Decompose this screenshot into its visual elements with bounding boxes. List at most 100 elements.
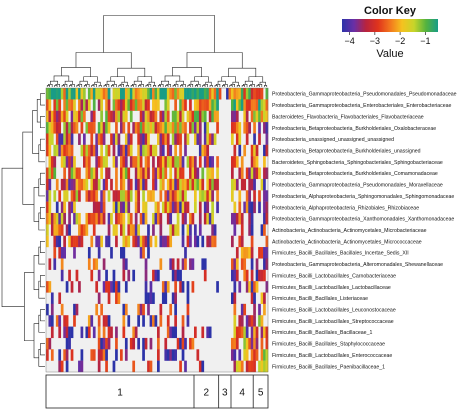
heatmap-cell: [211, 88, 214, 100]
heatmap-cell: [159, 144, 163, 157]
row-label: Proteobacteria_Gammaproteobacteria_Pseud…: [272, 92, 457, 98]
heatmap-cell: [73, 235, 76, 248]
heatmap-cell: [60, 178, 64, 191]
heatmap-cell: [233, 337, 237, 350]
heatmap-cell: [250, 258, 254, 270]
cluster-label: 3: [222, 388, 228, 399]
heatmap-cell: [248, 360, 251, 373]
heatmap-cell: [124, 337, 128, 350]
heatmap-cell: [129, 133, 133, 145]
heatmap-cell: [117, 110, 121, 123]
heatmap-cell: [179, 133, 182, 145]
heatmap-cell: [134, 178, 138, 191]
heatmap-cell: [191, 156, 195, 168]
heatmap-cell: [263, 258, 266, 270]
heatmap-cell: [73, 190, 76, 202]
heatmap-cell: [60, 360, 64, 373]
heatmap-cell: [196, 178, 200, 191]
heatmap-cell: [60, 258, 64, 270]
heatmap-cell: [216, 122, 219, 134]
heatmap-cell: [171, 349, 175, 361]
heatmap-cell: [169, 190, 173, 202]
heatmap-cell: [213, 110, 217, 123]
heatmap-cell: [198, 99, 202, 111]
heatmap-cell: [55, 99, 59, 111]
heatmap-cell: [144, 99, 148, 111]
heatmap-cell: [102, 212, 106, 225]
heatmap-cell: [142, 303, 145, 316]
heatmap-cell: [152, 122, 155, 134]
heatmap-cell: [184, 144, 187, 157]
heatmap-cell: [265, 281, 269, 293]
heatmap-cell: [235, 156, 239, 168]
heatmap-cell: [144, 281, 148, 293]
heatmap-cell: [92, 326, 96, 339]
heatmap-cell: [176, 190, 180, 202]
heatmap-cell: [169, 258, 173, 270]
heatmap-cell: [92, 201, 96, 214]
heatmap-cell: [100, 156, 103, 168]
heatmap-cell: [50, 349, 54, 361]
heatmap-cell: [127, 224, 131, 236]
heatmap-cell: [171, 224, 175, 236]
heatmap-cell: [263, 303, 266, 316]
heatmap-cell: [211, 133, 214, 145]
heatmap-cell: [70, 156, 74, 168]
heatmap-cell: [189, 224, 192, 236]
heatmap-cell: [80, 144, 84, 157]
heatmap-cell: [144, 258, 148, 270]
heatmap-cell: [68, 269, 71, 282]
heatmap-cell: [166, 235, 170, 248]
color-key-xlabel: Value: [376, 48, 403, 60]
heatmap-cell: [124, 99, 128, 111]
row-dendrogram: [1, 93, 45, 367]
heatmap-cell: [95, 258, 99, 270]
heatmap-cell: [208, 110, 212, 123]
heatmap-cell: [248, 190, 251, 202]
heatmap-cell: [159, 190, 163, 202]
heatmap-cell: [176, 178, 180, 191]
heatmap-cell: [92, 122, 96, 134]
heatmap-cell: [240, 88, 244, 100]
heatmap-cell: [184, 190, 187, 202]
heatmap-cell: [63, 167, 66, 180]
heatmap-cell: [65, 315, 69, 327]
heatmap-cell: [240, 247, 244, 259]
heatmap-cell: [179, 110, 182, 123]
heatmap-cell: [95, 167, 99, 180]
heatmap-cell: [122, 88, 126, 100]
heatmap-cell: [107, 88, 111, 100]
heatmap-cell: [144, 201, 148, 214]
heatmap-cell: [216, 178, 219, 191]
heatmap-cell: [196, 133, 200, 145]
heatmap-cell: [107, 224, 111, 236]
heatmap-cell: [248, 281, 251, 293]
heatmap-cell: [258, 99, 261, 111]
heatmap-cell: [110, 212, 113, 225]
heatmap-cell: [144, 235, 148, 248]
heatmap-cell: [233, 99, 237, 111]
heatmap-cell: [176, 258, 180, 270]
heatmap-cell: [63, 190, 66, 202]
heatmap-cell: [132, 269, 136, 282]
heatmap-cell: [154, 144, 158, 157]
heatmap-cell: [152, 269, 155, 282]
heatmap-cell: [255, 269, 259, 282]
heatmap-cell: [80, 235, 84, 248]
heatmap-cell: [169, 178, 173, 191]
heatmap-cell: [73, 99, 76, 111]
heatmap-cell: [73, 315, 76, 327]
heatmap-cell: [152, 156, 155, 168]
heatmap-cell: [157, 167, 160, 180]
heatmap-cell: [240, 99, 244, 111]
heatmap-cell: [233, 201, 237, 214]
heatmap-cell: [149, 110, 153, 123]
heatmap-cell: [97, 212, 101, 225]
heatmap-cell: [127, 315, 131, 327]
heatmap-cell: [90, 178, 94, 191]
heatmap-cell: [206, 133, 210, 145]
heatmap-cell: [166, 88, 170, 100]
heatmap-cell: [139, 133, 143, 145]
heatmap-cell: [97, 326, 101, 339]
heatmap-cell: [245, 167, 249, 180]
